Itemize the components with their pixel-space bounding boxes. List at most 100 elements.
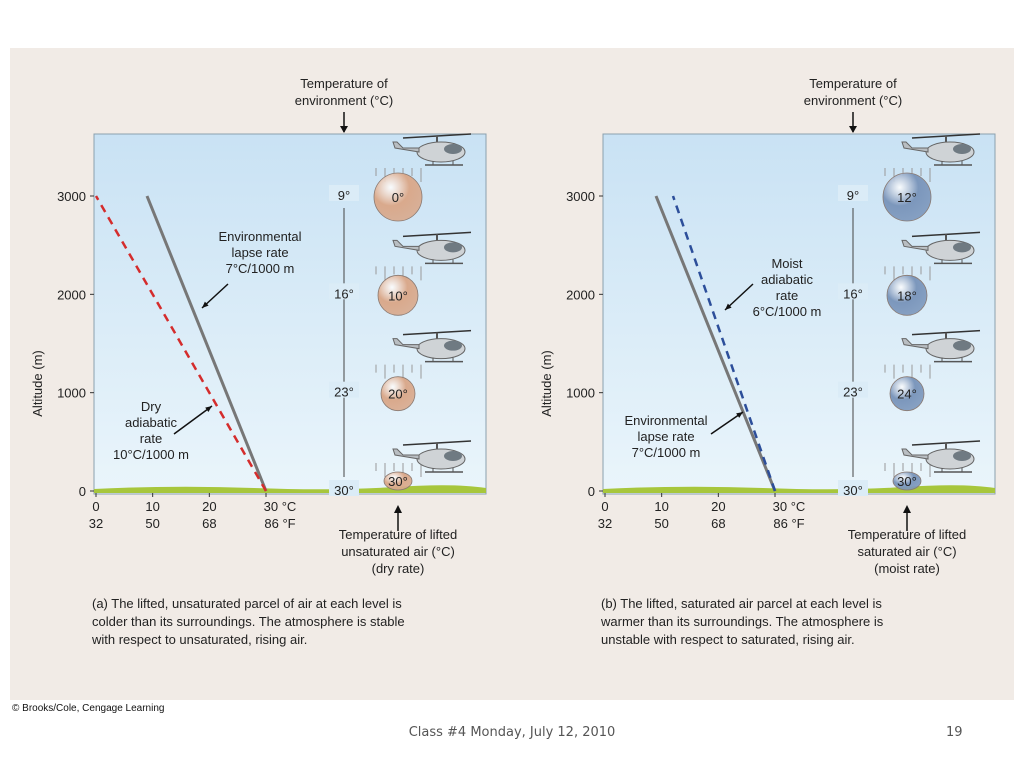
- moist-adiabatic-rate-label: 6°C/1000 m: [753, 304, 822, 319]
- lifted-air-temperature-label: (dry rate): [372, 561, 425, 576]
- environment-temperature-value: 23°: [334, 385, 354, 400]
- air-parcel: [377, 274, 419, 316]
- environmental-lapse-rate-label: 7°C/1000 m: [632, 445, 701, 460]
- helicopter-tail: [901, 239, 929, 251]
- environmental-lapse-rate-label: 7°C/1000 m: [226, 261, 295, 276]
- moist-adiabatic-rate-label: adiabatic: [761, 272, 814, 287]
- air-parcel: [886, 274, 928, 316]
- parcel-temperature-value: 20°: [388, 387, 408, 402]
- adiabatic-rate-line: [671, 195, 777, 492]
- air-parcel: [889, 376, 925, 412]
- y-tick-label: 0: [588, 484, 595, 499]
- dry-adiabatic-rate-label-arrowhead: [205, 406, 212, 413]
- slide-number: 19: [946, 725, 963, 740]
- helicopter-window: [444, 144, 462, 154]
- x-tick-label-fahrenheit: 50: [145, 516, 159, 531]
- air-parcel: [380, 376, 416, 412]
- panel-caption: with respect to unsaturated, rising air.: [91, 632, 307, 647]
- x-tick-label-celsius: 20: [711, 499, 725, 514]
- environmental-lapse-rate-label-arrowhead: [736, 412, 743, 418]
- parcel-temperature-value: 12°: [897, 190, 917, 205]
- helicopter-window: [953, 144, 971, 154]
- helicopter-icon: [901, 329, 981, 363]
- copyright-notice: © Brooks/Cole, Cengage Learning: [12, 703, 165, 714]
- env-temp-bg: [838, 185, 868, 201]
- panel-caption: colder than its surroundings. The atmosp…: [92, 614, 405, 629]
- environmental-lapse-rate-label: Environmental: [624, 413, 707, 428]
- env-temp-bg: [329, 283, 359, 300]
- moist-adiabatic-rate-label-arrowhead: [725, 303, 732, 310]
- y-tick-label: 2000: [57, 287, 86, 302]
- x-tick-label-fahrenheit: 68: [202, 516, 216, 531]
- x-tick-label-fahrenheit: 68: [711, 516, 725, 531]
- slide-footer-title: Class #4 Monday, July 12, 2010: [408, 725, 616, 740]
- dry-adiabatic-rate-label: 10°C/1000 m: [113, 447, 189, 462]
- helicopter-icon: [901, 440, 981, 473]
- environment-temperature-value: 9°: [338, 188, 350, 203]
- y-tick-label: 1000: [566, 386, 595, 401]
- ground-strip: [603, 485, 995, 493]
- env-temp-bg: [329, 381, 359, 398]
- x-tick-label-celsius: 0: [601, 499, 608, 514]
- helicopter-tail: [392, 141, 420, 153]
- env-temp-bg: [329, 480, 359, 496]
- dry-adiabatic-rate-label: Dry: [141, 399, 162, 414]
- panel-caption: unstable with respect to saturated, risi…: [601, 632, 855, 647]
- environmental-lapse-rate-label: Environmental: [218, 229, 301, 244]
- parcel-temperature-value: 30°: [388, 474, 408, 489]
- parcel-temperature-value: 18°: [897, 288, 917, 303]
- helicopter-window: [953, 242, 971, 253]
- y-tick-label: 3000: [57, 189, 86, 204]
- helicopter-tail: [392, 448, 420, 460]
- env-temp-bg: [838, 381, 868, 398]
- ground-strip: [94, 485, 486, 493]
- env-temp-bg: [329, 185, 359, 201]
- panel-caption: warmer than its surroundings. The atmosp…: [600, 614, 884, 629]
- environment-temperature-value: 16°: [334, 286, 354, 301]
- x-tick-label-celsius: 30 °C: [773, 499, 806, 514]
- x-tick-label-fahrenheit: 32: [89, 516, 103, 531]
- dry-adiabatic-rate-label: adiabatic: [125, 415, 178, 430]
- helicopter-tail: [901, 141, 929, 153]
- helicopter-tail: [901, 448, 929, 460]
- top-label-arrowhead: [849, 126, 857, 133]
- helicopter-icon: [392, 231, 472, 265]
- air-parcel: [383, 471, 413, 491]
- bottom-label-arrowhead: [903, 505, 911, 513]
- parcel-temperature-value: 10°: [388, 288, 408, 303]
- helicopter-tail: [901, 338, 929, 350]
- y-tick-label: 0: [79, 484, 86, 499]
- bottom-label-arrowhead: [394, 505, 402, 513]
- adiabatic-rate-line: [94, 195, 268, 492]
- lifted-air-temperature-label: unsaturated air (°C): [341, 544, 455, 559]
- x-tick-label-fahrenheit: 86 °F: [773, 516, 804, 531]
- environmental-lapse-rate-label-pointer: [710, 411, 744, 435]
- environmental-lapse-rate-label-arrowhead: [202, 301, 209, 308]
- y-axis-title: Altitude (m): [30, 350, 45, 416]
- environment-temperature-label: Temperature of: [300, 76, 388, 91]
- helicopter-icon: [901, 231, 981, 265]
- panel-a: 3000 2000 1000 0 Altitude (m) 0 32 10 50 20 68 30 °…: [30, 76, 487, 647]
- helicopter-window: [444, 242, 462, 253]
- x-tick-label-celsius: 30 °C: [264, 499, 297, 514]
- environment-temperature-value: 23°: [843, 385, 863, 400]
- helicopter-icon: [392, 133, 472, 166]
- helicopter-tail: [392, 338, 420, 350]
- helicopter-window: [953, 451, 971, 461]
- panel-caption: (b) The lifted, saturated air parcel at …: [601, 596, 882, 611]
- environment-temperature-label: environment (°C): [295, 93, 393, 108]
- environment-temperature-label: Temperature of: [809, 76, 897, 91]
- y-tick-label: 3000: [566, 189, 595, 204]
- y-tick-label: 2000: [566, 287, 595, 302]
- panel-caption: (a) The lifted, unsaturated parcel of ai…: [92, 596, 402, 611]
- environmental-lapse-rate-label: lapse rate: [637, 429, 694, 444]
- helicopter-icon: [392, 440, 472, 473]
- helicopter-window: [444, 451, 462, 461]
- helicopter-tail: [392, 239, 420, 251]
- helicopter-icon: [392, 329, 472, 363]
- y-axis-title: Altitude (m): [539, 350, 554, 416]
- lifted-air-temperature-label: Temperature of lifted: [339, 527, 458, 542]
- x-tick-label-celsius: 20: [202, 499, 216, 514]
- moist-adiabatic-rate-label: Moist: [771, 256, 802, 271]
